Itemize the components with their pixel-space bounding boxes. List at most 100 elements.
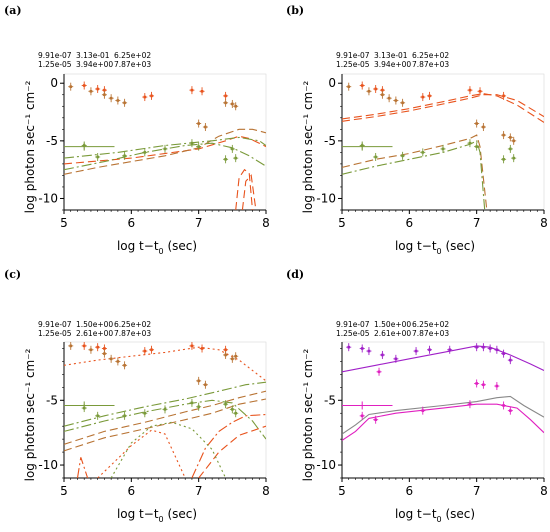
data-point	[122, 411, 128, 420]
model-curve	[342, 140, 486, 210]
data-point	[511, 136, 517, 145]
model-curve	[342, 403, 544, 441]
point-marker	[103, 347, 106, 350]
point-marker	[509, 409, 512, 412]
model-curves	[342, 345, 544, 441]
point-marker	[234, 156, 237, 160]
x-tick-label: 5	[60, 484, 68, 498]
point-marker	[224, 402, 227, 406]
data-point	[359, 81, 365, 90]
panel-a: (a) 9.91e-07 3.13e-01 6.25e+02 1.25e-05 3.94e…	[4, 4, 270, 256]
x-tick-label: 7	[473, 484, 481, 498]
data-point	[366, 87, 372, 96]
legend-value: 3.13e-01	[76, 51, 110, 60]
legend-value: 6.25e+02	[114, 51, 151, 60]
point-marker	[512, 156, 515, 160]
point-marker	[367, 349, 371, 353]
point-marker	[347, 345, 351, 349]
point-marker	[123, 101, 126, 105]
data-point	[507, 144, 513, 153]
panel-b: (b) 9.91e-07 3.13e-01 6.25e+02 1.25e-05 3.94e…	[286, 4, 548, 256]
data-points	[68, 342, 239, 420]
point-marker	[502, 133, 505, 137]
point-marker	[347, 85, 351, 88]
data-point	[393, 96, 399, 105]
legend-value: 9.91e-07	[38, 51, 72, 60]
data-point	[507, 356, 513, 365]
data-point	[189, 398, 195, 407]
data-point	[501, 131, 507, 140]
point-marker	[96, 87, 99, 91]
model-curve	[191, 413, 266, 478]
model-curve	[97, 429, 186, 478]
data-point	[202, 380, 208, 389]
data-point	[142, 148, 148, 157]
data-point	[162, 144, 168, 153]
y-tick-label: 0	[50, 76, 58, 90]
legend-value: 6.25e+02	[412, 320, 449, 329]
data-point	[223, 155, 229, 164]
point-marker	[89, 89, 93, 93]
data-point	[359, 344, 365, 353]
x-axis-label-unit: (sec)	[442, 239, 475, 253]
data-point	[487, 344, 493, 353]
data-point	[420, 93, 426, 102]
model-curve	[342, 134, 488, 210]
data-point	[420, 148, 426, 157]
point-marker	[448, 348, 452, 352]
data-points	[68, 81, 239, 164]
panel-label: (c)	[4, 268, 21, 281]
point-marker	[468, 402, 472, 406]
point-marker	[421, 95, 425, 99]
point-marker	[381, 93, 384, 97]
data-point	[95, 152, 101, 161]
model-curve	[235, 168, 254, 210]
x-tick-label: 6	[406, 484, 414, 498]
point-marker	[374, 418, 377, 422]
y-axis-label: log photon sec⁻¹ cm⁻²	[23, 348, 37, 481]
data-point	[233, 154, 239, 163]
point-marker	[401, 101, 404, 105]
point-marker	[197, 122, 200, 125]
data-point	[229, 405, 235, 414]
point-marker	[502, 94, 505, 98]
data-point	[142, 93, 148, 102]
data-point	[467, 400, 473, 409]
model-curve	[241, 174, 257, 210]
data-point	[359, 411, 365, 420]
data-point	[196, 402, 202, 411]
data-point	[202, 123, 208, 132]
x-axis-label-sub: 0	[159, 515, 164, 524]
legend-value: 7.87e+03	[114, 329, 151, 338]
data-point	[494, 345, 500, 354]
legend-value: 1.25e-05	[336, 329, 370, 338]
data-point	[393, 354, 399, 363]
data-point	[149, 345, 155, 354]
data-point	[196, 119, 202, 128]
model-curve	[342, 345, 544, 373]
legend-value: 3.13e-01	[374, 51, 408, 60]
point-marker	[204, 383, 207, 387]
model-curve	[342, 395, 544, 435]
x-axis-label-unit: (sec)	[442, 507, 475, 521]
data-point	[440, 144, 446, 153]
y-axis-label: log photon sec⁻¹ cm⁻²	[301, 80, 315, 213]
data-point	[233, 409, 239, 418]
data-point	[447, 345, 453, 354]
point-marker	[482, 383, 485, 387]
data-point	[507, 406, 513, 415]
data-point	[223, 400, 229, 409]
point-marker	[150, 348, 153, 352]
point-marker	[163, 147, 167, 151]
point-marker	[89, 348, 93, 352]
x-tick-label: 5	[338, 484, 346, 498]
data-point	[149, 91, 155, 100]
y-tick-label: -10	[316, 191, 336, 205]
point-marker	[96, 155, 99, 159]
data-point	[480, 123, 486, 132]
data-point	[494, 382, 500, 391]
legend-value: 3.94e+00	[76, 60, 113, 69]
data-point	[88, 87, 94, 96]
x-axis-label-main: log t−t	[117, 507, 159, 521]
point-marker	[468, 141, 472, 145]
